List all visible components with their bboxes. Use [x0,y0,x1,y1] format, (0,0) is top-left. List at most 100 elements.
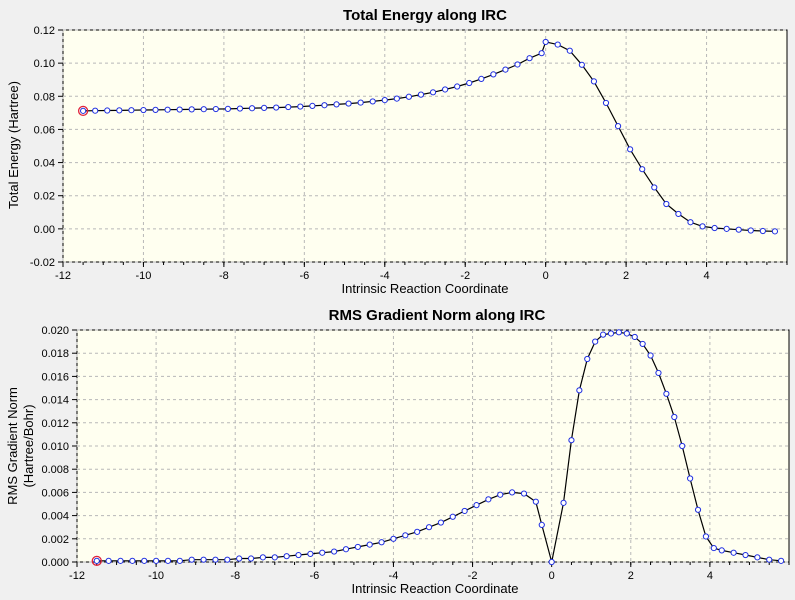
energy-y-tick-label: 0.10 [34,58,55,70]
gradient-data-point [176,557,183,564]
gradient-data-point [710,544,717,552]
energy-x-axis-label: Intrinsic Reaction Coordinate [342,281,509,296]
gradient-ticks: -12 -10 -8 -6 -4 -2 0 2 4 0.020 0.018 0.016 0.014 0.0… [41,325,790,582]
gradient-data-point [687,475,694,482]
gradient-data-point [461,507,468,515]
gradient-data-point [599,331,607,338]
gradient-y-tick-label: 0.008 [41,464,69,476]
gradient-x-tick-label: -6 [309,570,319,582]
gradient-chart-title: RMS Gradient Norm along IRC [329,307,546,324]
energy-data-point [176,106,183,113]
energy-y-tick-label: 0.04 [34,158,55,170]
gradient-data-point [236,555,243,562]
gradient-data-point [117,557,124,564]
energy-plot-area [62,29,788,263]
energy-x-tick-label: -4 [380,270,390,282]
energy-data-point [723,225,730,232]
gradient-data-point [425,524,433,531]
energy-data-point [466,79,473,87]
gradient-x-tick-label: -4 [389,570,399,582]
gradient-y-tick-label: 0.006 [41,487,69,499]
energy-data-point [321,102,328,109]
energy-data-point [345,100,352,107]
gradient-data-point [319,549,326,556]
energy-data-point [514,61,521,68]
energy-data-point [478,75,485,82]
gradient-data-point [560,499,567,506]
energy-data-point [104,107,111,114]
energy-data-point [417,91,425,98]
gradient-data-point [718,547,725,554]
energy-data-point [747,227,754,234]
energy-y-tick-label: 0.00 [34,224,55,236]
energy-data-point [566,47,573,54]
energy-data-point [224,105,232,112]
gradient-data-point [295,551,302,559]
gradient-data-point [607,330,615,337]
energy-x-tick-label: 4 [703,270,709,282]
energy-data-point [687,219,694,226]
gradient-y-axis-label-line1: RMS Gradient Norm [5,387,20,505]
gradient-data-point [247,555,255,562]
energy-data-point [128,107,135,114]
energy-x-tick-label: 2 [623,270,629,282]
gradient-data-point [212,556,219,563]
gradient-data-point [766,556,773,563]
energy-data-point [663,200,670,208]
energy-data-point [92,107,99,114]
energy-y-tick-label: 0.12 [34,25,55,37]
gradient-y-tick-label: 0.020 [41,325,69,337]
gradient-y-tick-label: 0.014 [41,395,69,407]
gradient-x-tick-label: 2 [628,570,634,582]
energy-data-point [771,228,779,235]
energy-data-point [602,99,610,107]
gradient-data-point [639,340,646,348]
gradient-data-point [307,550,314,557]
energy-series [77,38,779,235]
gradient-y-tick-label: 0.016 [41,371,69,383]
energy-y-tick-label: 0.08 [34,91,55,103]
gradient-y-tick-label: 0.000 [41,557,69,569]
energy-data-point [248,105,256,112]
gradient-grid [76,329,789,563]
gradient-data-point [671,413,678,421]
energy-data-point [442,86,449,93]
gradient-data-point [647,352,654,359]
energy-x-tick-label: -6 [299,270,309,282]
energy-data-point [297,103,304,110]
energy-data-point [140,106,147,114]
gradient-data-point [153,557,160,564]
energy-data-point [490,71,497,78]
gradient-data-point [271,554,278,561]
energy-data-point [333,101,340,108]
gradient-data-point [366,541,373,548]
energy-chart-title: Total Energy along IRC [343,7,507,24]
energy-ticks: -12 -10 -8 -6 -4 -2 0 2 4 0.12 0.10 0.08 0.06 0.04 0.0… [30,25,788,282]
energy-y-axis-label: Total Energy (Hartree) [6,81,21,209]
energy-data-point [309,102,316,109]
gradient-data-point [105,557,112,564]
gradient-data-point [532,498,539,505]
energy-data-point [759,227,766,235]
energy-data-point [164,106,171,113]
energy-data-point [735,226,742,233]
gradient-x-tick-label: 4 [707,570,713,582]
energy-data-point [526,55,533,62]
energy-data-point [538,50,545,57]
energy-data-point [369,98,376,105]
gradient-data-point [437,519,445,526]
gradient-data-point [679,442,686,450]
gradient-current-point-marker [91,555,102,566]
gradient-x-tick-label: -2 [468,570,478,582]
gradient-chart: RMS Gradient Norm along IRC -12 -10 -8 -6 -4… [5,307,790,596]
gradient-data-point [354,543,361,551]
gradient-y-tick-label: 0.004 [41,511,69,523]
gradient-x-tick-label: 0 [549,570,555,582]
energy-data-point [273,104,280,111]
gradient-x-tick-label: -10 [148,570,164,582]
energy-data-point [152,106,159,113]
energy-x-tick-label: -8 [219,270,229,282]
gradient-series [91,329,785,566]
gradient-data-point [694,506,702,513]
